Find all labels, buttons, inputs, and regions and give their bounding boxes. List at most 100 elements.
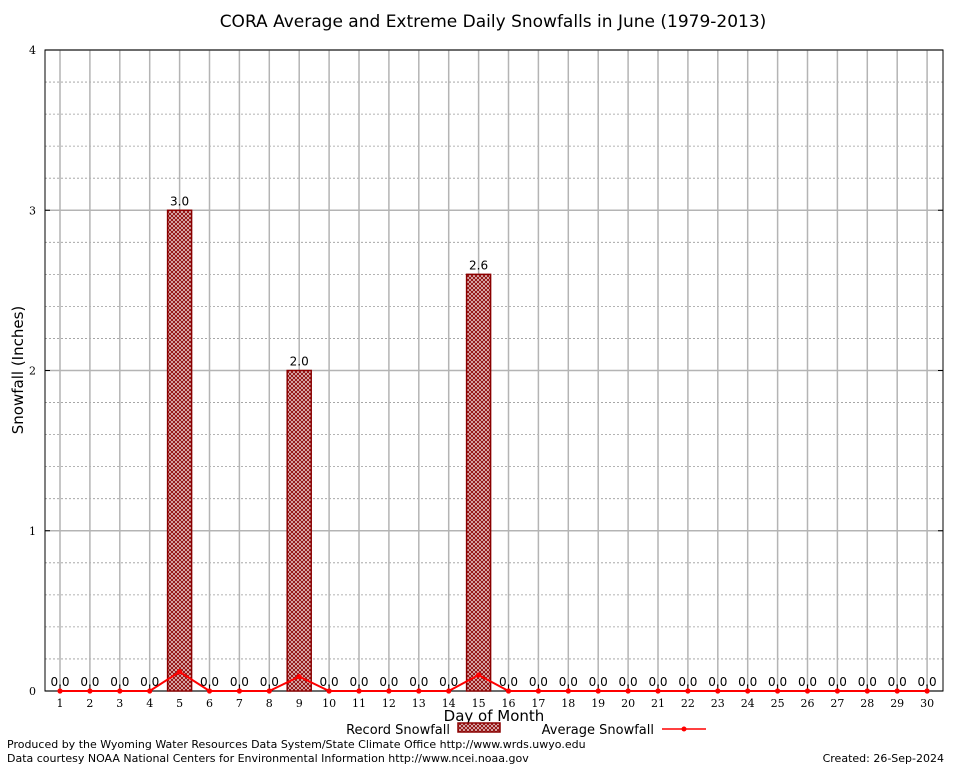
record-bar <box>286 369 312 692</box>
x-tick-label: 25 <box>771 697 785 710</box>
x-tick-label: 9 <box>296 697 303 710</box>
average-point <box>296 673 302 680</box>
record-value-label: 0.0 <box>529 675 548 689</box>
record-bar <box>166 209 193 692</box>
x-tick-label: 7 <box>236 697 243 710</box>
legend-record-label: Record Snowfall <box>346 723 450 738</box>
average-point <box>177 669 183 675</box>
created-date: Created: 26-Sep-2024 <box>822 752 944 765</box>
record-value-label: 2.0 <box>290 355 309 369</box>
chart-title: CORA Average and Extreme Daily Snowfalls… <box>220 12 767 32</box>
record-value-label: 0.0 <box>678 675 697 689</box>
x-tick-label: 13 <box>412 697 426 710</box>
legend-record-swatch <box>457 722 501 733</box>
average-point <box>565 688 571 694</box>
record-value-label: 0.0 <box>409 675 428 689</box>
average-point <box>745 688 751 694</box>
record-value-label: 0.0 <box>768 675 787 689</box>
record-value-label: 0.0 <box>140 675 159 689</box>
average-point <box>924 688 930 694</box>
x-tick-label: 22 <box>681 697 695 710</box>
x-tick-label: 14 <box>442 697 456 710</box>
record-value-label: 0.0 <box>918 675 937 689</box>
x-tick-label: 23 <box>711 697 725 710</box>
average-point <box>685 688 691 694</box>
record-value-label: 0.0 <box>798 675 817 689</box>
record-value-label: 2.6 <box>469 258 488 272</box>
record-value-label: 0.0 <box>110 675 129 689</box>
legend: Record Snowfall Average Snowfall <box>346 722 706 738</box>
record-value-label: 0.0 <box>260 675 279 689</box>
average-point <box>416 688 422 694</box>
record-value-label: 0.0 <box>858 675 877 689</box>
y-axis-label: Snowfall (Inches) <box>9 306 27 434</box>
record-snowfall-bars <box>166 209 492 692</box>
average-point <box>894 688 900 694</box>
x-tick-label: 26 <box>801 697 815 710</box>
x-tick-label: 4 <box>146 697 153 710</box>
average-point <box>715 688 721 694</box>
average-point <box>147 688 153 694</box>
x-tick-label: 24 <box>741 697 755 710</box>
y-tick-label: 0 <box>29 685 36 698</box>
major-gridlines <box>45 49 943 692</box>
average-point <box>386 688 392 694</box>
average-point <box>505 688 512 694</box>
average-snowfall-line <box>57 669 930 694</box>
average-point <box>117 688 123 694</box>
average-point <box>206 688 213 694</box>
record-value-label: 0.0 <box>50 675 69 689</box>
average-point <box>864 688 870 694</box>
y-tick-label: 2 <box>29 365 36 378</box>
x-tick-label: 21 <box>651 697 665 710</box>
record-value-label: 0.0 <box>828 675 847 689</box>
x-tick-label: 15 <box>472 697 486 710</box>
record-value-label: 0.0 <box>589 675 608 689</box>
record-value-label: 0.0 <box>200 675 219 689</box>
average-point <box>236 688 242 694</box>
x-tick-label: 11 <box>352 697 366 710</box>
record-value-label: 0.0 <box>320 675 339 689</box>
x-tick-label: 18 <box>561 697 575 710</box>
minor-gridlines <box>45 81 943 660</box>
record-value-label: 3.0 <box>170 194 189 208</box>
produced-by-note: Produced by the Wyoming Water Resources … <box>7 738 586 751</box>
average-point <box>326 688 332 694</box>
x-tick-label: 5 <box>176 697 183 710</box>
average-point <box>476 672 482 678</box>
average-point <box>625 688 631 694</box>
legend-average-marker <box>681 726 687 732</box>
record-value-label: 0.0 <box>349 675 368 689</box>
data-courtesy-note: Data courtesy NOAA National Centers for … <box>7 752 529 765</box>
average-point <box>595 688 601 694</box>
x-tick-label: 29 <box>890 697 904 710</box>
x-tick-label: 8 <box>266 697 273 710</box>
record-value-label: 0.0 <box>80 675 99 689</box>
x-tick-label: 27 <box>830 697 844 710</box>
record-value-label: 0.0 <box>499 675 518 689</box>
average-point <box>655 688 661 694</box>
x-tick-label: 20 <box>621 697 635 710</box>
average-point <box>775 688 781 694</box>
x-axis-label: Day of Month <box>444 707 545 725</box>
average-point <box>87 688 93 694</box>
y-axis-ticks: 0 1 2 3 4 <box>29 44 943 698</box>
average-point <box>57 688 63 694</box>
y-tick-label: 3 <box>29 204 36 217</box>
record-value-label: 0.0 <box>559 675 578 689</box>
x-tick-label: 19 <box>591 697 605 710</box>
x-tick-label: 3 <box>116 697 123 710</box>
x-tick-label: 16 <box>502 697 516 710</box>
average-point <box>834 688 841 694</box>
y-tick-label: 1 <box>29 525 36 538</box>
data-labels: 0.0 0.0 0.0 0.0 3.0 0.0 0.0 0.0 2.0 0.0 0.0 0.0 0.0 0… <box>50 194 936 689</box>
x-tick-label: 30 <box>920 697 934 710</box>
legend-average-label: Average Snowfall <box>542 723 654 738</box>
record-bar <box>465 273 492 692</box>
record-value-label: 0.0 <box>619 675 638 689</box>
x-tick-label: 2 <box>86 697 93 710</box>
record-value-label: 0.0 <box>379 675 398 689</box>
average-line-path <box>60 670 928 692</box>
record-value-label: 0.0 <box>648 675 667 689</box>
